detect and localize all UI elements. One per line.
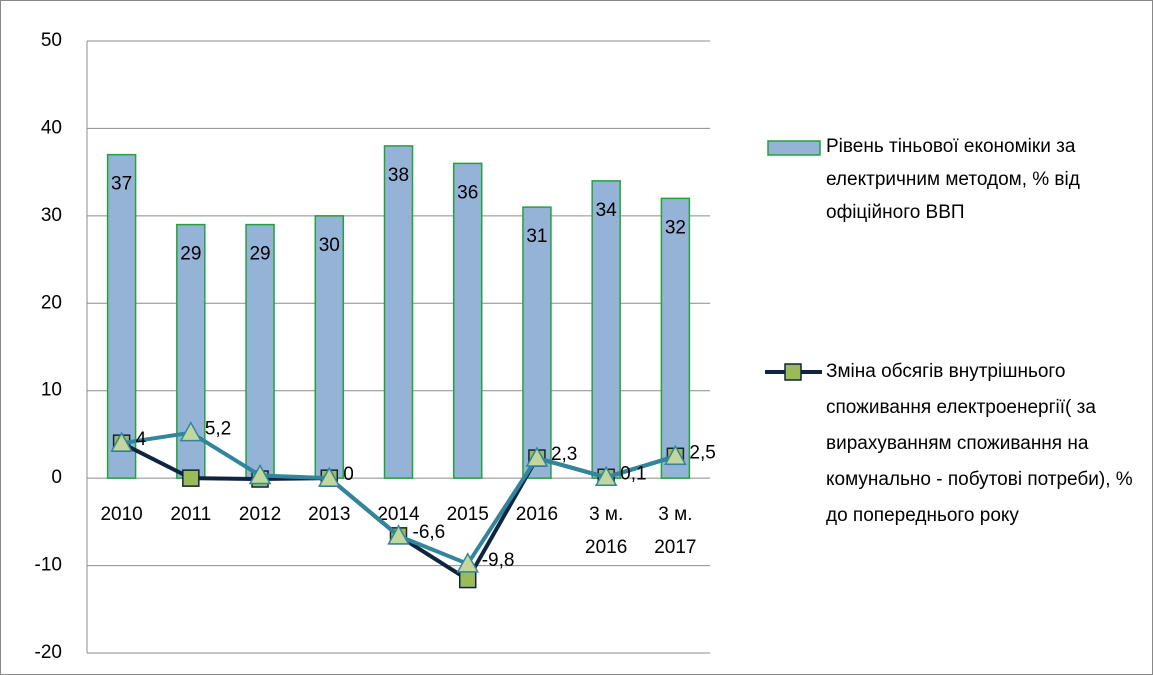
x-tick-label: 2015 — [447, 504, 489, 525]
legend-swatch — [767, 140, 821, 156]
bar-value-label: 36 — [457, 182, 478, 203]
x-tick-label: 2013 — [308, 504, 350, 525]
marker-square — [182, 469, 200, 487]
legend-item: Зміна обсягів внутрішнього споживання ел… — [826, 361, 1133, 526]
bar-value-label: 32 — [665, 217, 686, 238]
y-tick-label: 40 — [41, 117, 62, 138]
legend-marker — [784, 363, 802, 381]
bar-value-label: 29 — [180, 244, 201, 265]
x-tick-label: 2016 — [516, 504, 558, 525]
marker-triangle — [525, 446, 549, 467]
bar — [106, 153, 137, 479]
line-value-label: 2,5 — [689, 442, 715, 463]
y-tick-label: 30 — [41, 205, 62, 226]
x-tick-label: 2014 — [377, 504, 420, 525]
x-tick-label: 2012 — [239, 504, 281, 525]
bar-value-label: 37 — [111, 174, 132, 195]
y-tick-label: 0 — [51, 467, 62, 488]
bar — [452, 162, 483, 479]
marker-triangle — [664, 444, 687, 466]
x-tick-label: 2010 — [100, 504, 142, 525]
marker-triangle — [387, 524, 410, 545]
line-value-label: 0 — [343, 464, 354, 485]
y-tick-label: 20 — [41, 292, 62, 313]
marker-triangle — [594, 465, 618, 487]
bar-value-label: 30 — [319, 235, 340, 256]
x-tick-label: 3 м. 2017 — [654, 504, 696, 558]
bar — [522, 206, 552, 479]
marker-triangle — [110, 431, 133, 452]
bar-value-label: 38 — [388, 165, 409, 186]
marker-triangle — [318, 466, 341, 487]
marker-triangle — [456, 552, 479, 573]
bar — [591, 180, 621, 479]
line-value-label: 0,1 — [620, 463, 646, 484]
marker-triangle — [248, 463, 272, 485]
bar — [383, 145, 414, 479]
legend-item: Рівень тіньової економіки за електричним… — [826, 136, 1080, 223]
x-tick-label: 2011 — [170, 504, 211, 525]
legend-label: Рівень тіньової економіки за електричним… — [826, 136, 1080, 223]
bar — [314, 215, 345, 479]
line-value-label: 5,2 — [205, 419, 231, 440]
bar — [660, 197, 691, 479]
bar-value-label: 29 — [249, 244, 270, 265]
marker-square — [458, 570, 477, 589]
legend-label: Зміна обсягів внутрішнього споживання ел… — [826, 361, 1133, 526]
x-tick-label: 3 м. 2016 — [585, 504, 627, 558]
y-tick-label: 10 — [41, 380, 62, 401]
y-tick-label: -10 — [35, 555, 62, 576]
line-value-label: 2,3 — [551, 444, 577, 465]
line-value-label: -9,8 — [482, 550, 515, 571]
bar-value-label: 34 — [596, 200, 618, 221]
y-tick-label: -20 — [35, 642, 62, 663]
line-value-label: -6,6 — [413, 522, 446, 543]
y-tick-label: 50 — [41, 30, 62, 51]
marker-triangle — [179, 421, 203, 442]
bar-value-label: 31 — [526, 226, 547, 247]
line-value-label: 4 — [136, 429, 147, 450]
